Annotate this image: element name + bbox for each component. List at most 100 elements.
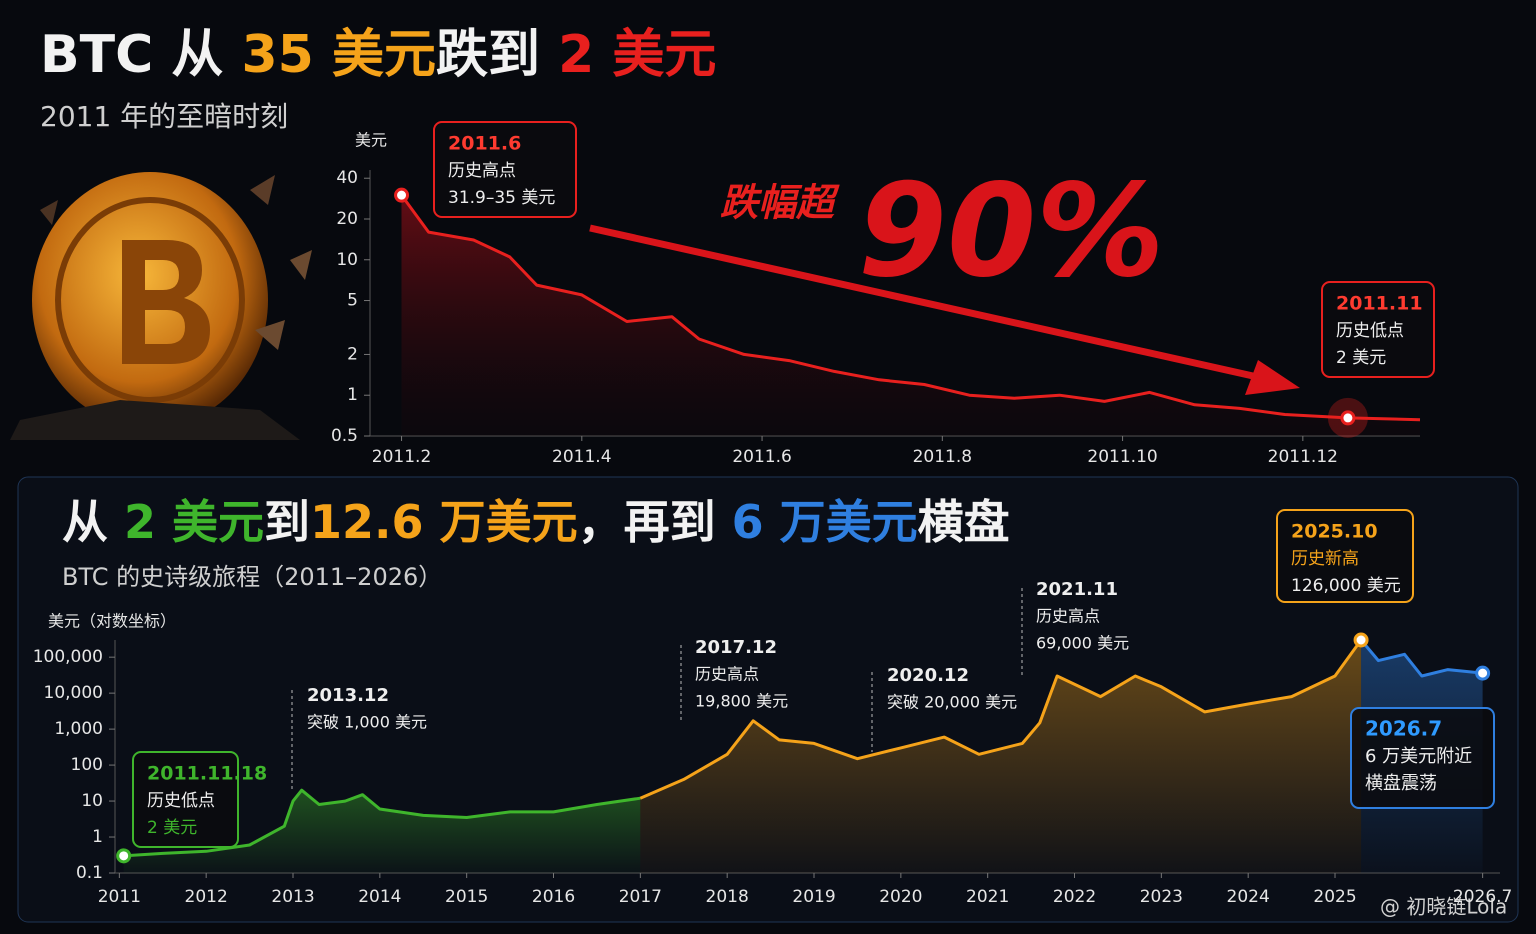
x-tick-label: 2011.8 <box>913 447 972 467</box>
y-tick-label: 10,000 <box>44 683 103 703</box>
callout-text: 2020.12 <box>887 665 969 686</box>
callout-box <box>132 751 239 848</box>
callout-text: 突破 20,000 美元 <box>887 693 1017 712</box>
callout-text: 2011.11.18 <box>147 763 267 785</box>
callout-text: 2026.7 <box>1365 717 1442 741</box>
panel-subtitle: BTC 的史诗级旅程（2011–2026） <box>62 563 442 591</box>
x-tick-label: 2022 <box>1053 887 1096 907</box>
x-tick-label: 2012 <box>185 887 228 907</box>
callout-text: 2021.11 <box>1036 579 1118 600</box>
x-tick-label: 2014 <box>358 887 401 907</box>
x-tick-label: 2017 <box>619 887 662 907</box>
callout-text: 历史新高 <box>1291 549 1359 569</box>
y-tick-label: 100 <box>71 755 103 775</box>
y-tick-label: 10 <box>336 250 358 270</box>
title-segment: 横盘 <box>918 495 1010 549</box>
y-tick-label: 1 <box>92 827 103 847</box>
series-line <box>639 639 1363 800</box>
callout-text: 历史高点 <box>695 665 759 684</box>
title-segment: 12.6 <box>310 495 440 549</box>
title-segment: 从 <box>62 495 124 549</box>
callout-box <box>1276 509 1414 603</box>
title-segment: 跌到 <box>436 25 558 85</box>
callout-text: 突破 1,000 美元 <box>307 713 427 732</box>
callout-text: 历史高点 <box>1036 607 1100 626</box>
callout-text: 历史高点 <box>448 161 516 181</box>
x-tick-label: 2023 <box>1140 887 1183 907</box>
x-tick-label: 2011 <box>98 887 141 907</box>
title-segment: 6 万美元 <box>732 495 918 549</box>
series-line <box>400 194 1421 422</box>
callout-text: 126,000 美元 <box>1291 576 1401 596</box>
point-marker <box>116 848 132 864</box>
callout-box <box>1350 707 1495 809</box>
x-tick-label: 2025 <box>1313 887 1356 907</box>
callout-text: 2017.12 <box>695 637 777 658</box>
callout-text: 2 美元 <box>1336 348 1386 368</box>
y-tick-label: 40 <box>336 168 358 188</box>
point-marker <box>1475 665 1491 681</box>
title-segment: ，再到 <box>578 495 732 549</box>
x-tick-label: 2024 <box>1227 887 1270 907</box>
callout-text: 历史低点 <box>147 791 215 811</box>
x-tick-label: 2026.7 <box>1453 887 1512 907</box>
y-tick-label: 10 <box>81 791 103 811</box>
y-tick-label: 20 <box>336 209 358 229</box>
x-tick-label: 2021 <box>966 887 1009 907</box>
x-tick-label: 2011.10 <box>1087 447 1157 467</box>
callout-text: 6 万美元附近 <box>1365 746 1472 767</box>
callout-text: 31.9–35 美元 <box>448 188 555 208</box>
x-tick-label: 2020 <box>879 887 922 907</box>
main-title: BTC 从 35 美元跌到 2 美元 <box>40 25 716 85</box>
x-tick-label: 2011.12 <box>1268 447 1338 467</box>
point-marker <box>1353 632 1369 648</box>
callout-text: 2025.10 <box>1291 521 1378 543</box>
callout-box <box>1321 281 1435 378</box>
drop-arrow <box>589 224 1300 395</box>
x-tick-label: 2011.4 <box>552 447 611 467</box>
callout-text: 历史低点 <box>1336 321 1404 341</box>
coin-illustration <box>10 172 312 440</box>
callout-text: 2011.11 <box>1336 293 1423 315</box>
y-tick-label: 100,000 <box>33 647 103 667</box>
callout-text: 2013.12 <box>307 685 389 706</box>
series-line <box>1359 639 1483 678</box>
callout-box <box>433 121 577 218</box>
x-tick-label: 2019 <box>792 887 835 907</box>
y-tick-label: 5 <box>347 291 358 311</box>
point-marker <box>394 187 410 203</box>
callout-text: 2 美元 <box>147 818 197 838</box>
title-segment: 35 美元 <box>241 25 435 85</box>
headline-label: 跌幅超 <box>720 181 840 225</box>
y-axis-label: 美元 <box>355 131 387 150</box>
callout-text: 69,000 美元 <box>1036 634 1129 653</box>
y-tick-label: 1,000 <box>54 719 103 739</box>
title-segment: 万美元 <box>440 495 578 549</box>
panel-title: 从 2 美元到12.6 万美元，再到 6 万美元横盘 <box>62 495 1010 549</box>
x-tick-label: 2018 <box>706 887 749 907</box>
title-segment: 2 美元 <box>558 25 716 85</box>
series-area <box>401 195 1420 436</box>
x-tick-label: 2015 <box>445 887 488 907</box>
y-tick-label: 1 <box>347 385 358 405</box>
point-marker <box>1340 410 1356 426</box>
subtitle: 2011 年的至暗时刻 <box>40 100 288 133</box>
watermark: @ 初晓链Lola <box>1380 895 1507 919</box>
y-tick-label: 2 <box>347 344 358 364</box>
y-axis-label: 美元（对数坐标） <box>48 612 176 631</box>
x-tick-label: 2011.6 <box>732 447 791 467</box>
callout-text: 2011.6 <box>448 133 521 155</box>
headline-value: 90% <box>858 157 1164 306</box>
title-segment: 2 美元 <box>124 495 264 549</box>
x-tick-label: 2016 <box>532 887 575 907</box>
title-segment: BTC 从 <box>40 25 241 85</box>
series-area <box>123 790 641 873</box>
x-tick-label: 2013 <box>271 887 314 907</box>
x-tick-label: 2011.2 <box>372 447 431 467</box>
callout-text: 横盘震荡 <box>1365 773 1437 794</box>
title-segment: 到 <box>264 495 310 549</box>
y-tick-label: 0.5 <box>331 426 358 446</box>
callout-text: 19,800 美元 <box>695 692 788 711</box>
series-line <box>123 788 641 858</box>
